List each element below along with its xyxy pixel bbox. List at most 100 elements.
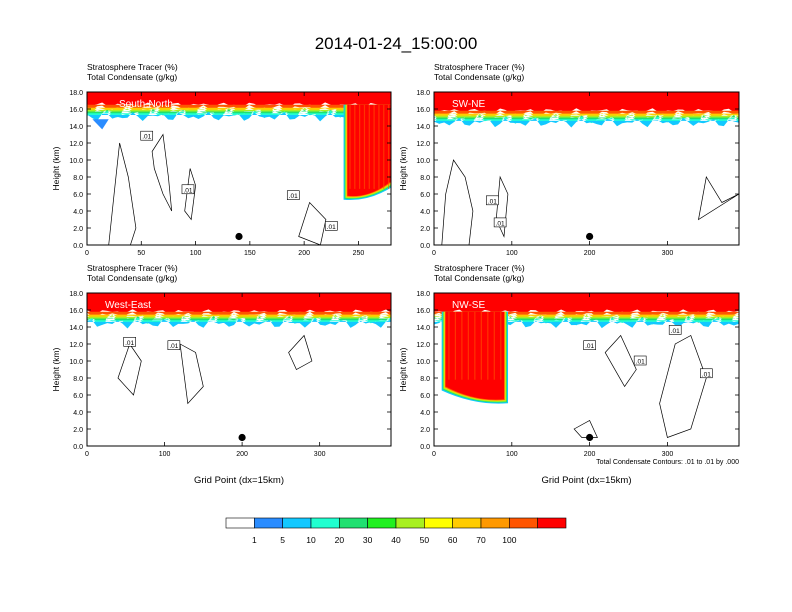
x-tick-label: 150 bbox=[244, 250, 256, 257]
x-axis-label: Grid Point (dx=15km) bbox=[541, 475, 631, 486]
contour-label: .01 bbox=[671, 328, 680, 335]
contour-note: Total Condensate Contours: .01 to .01 by… bbox=[596, 459, 739, 466]
location-marker bbox=[235, 232, 243, 241]
colorbar-label: 5 bbox=[280, 535, 285, 545]
colorbar-label: 10 bbox=[306, 535, 316, 545]
plot-content: .01 .01 .01 .01 bbox=[87, 92, 391, 245]
location-marker bbox=[586, 232, 594, 241]
contour-line bbox=[151, 133, 173, 212]
y-tick-label: 0.0 bbox=[73, 444, 83, 451]
contour-line bbox=[573, 420, 598, 438]
x-tick-label: 50 bbox=[137, 250, 145, 257]
x-tick-label: 200 bbox=[298, 250, 310, 257]
contour-label: .01 bbox=[496, 220, 505, 227]
x-tick-label: 300 bbox=[662, 451, 674, 458]
colorbar-box bbox=[509, 517, 538, 529]
location-marker bbox=[238, 433, 246, 442]
y-axis-label: Height (km) bbox=[398, 146, 408, 190]
colorbar-box bbox=[537, 517, 567, 529]
tracer-band bbox=[87, 311, 391, 318]
y-tick-label: 16.0 bbox=[69, 107, 83, 114]
tracer-band bbox=[434, 110, 739, 117]
y-tick-label: 12.0 bbox=[69, 342, 83, 349]
x-tick-label: 0 bbox=[85, 250, 89, 257]
y-tick-label: 6.0 bbox=[420, 192, 430, 199]
panel-label: West-East bbox=[105, 300, 151, 311]
x-axis-label: Grid Point (dx=15km) bbox=[194, 475, 284, 486]
panel-label: SW-NE bbox=[452, 99, 485, 110]
panel-title-line2: Total Condensate (g/kg) bbox=[87, 273, 177, 283]
plot-frame bbox=[86, 91, 392, 246]
location-marker bbox=[586, 433, 594, 442]
colorbar-box bbox=[367, 517, 397, 529]
y-tick-label: 12.0 bbox=[416, 141, 430, 148]
y-tick-label: 16.0 bbox=[416, 107, 430, 114]
panel-sw-ne: .01 .01 SW-NE Stratosphere Tracer (%)Total … bbox=[398, 62, 740, 257]
contour-label: .01 bbox=[488, 198, 497, 205]
colorbar-box bbox=[282, 517, 312, 529]
y-axis-label: Height (km) bbox=[51, 347, 61, 391]
panel-title-line2: Total Condensate (g/kg) bbox=[87, 72, 177, 82]
panel-title-line2: Total Condensate (g/kg) bbox=[434, 72, 524, 82]
colorbar-label: 100 bbox=[502, 535, 516, 545]
panel-south-north: .01 .01 .01 .01 South-North Stratosphere Trac… bbox=[51, 62, 392, 257]
plot-frame bbox=[433, 292, 740, 447]
x-tick-label: 100 bbox=[159, 451, 171, 458]
contour-label-box bbox=[123, 336, 136, 347]
y-axis-label: Height (km) bbox=[51, 146, 61, 190]
colorbar-box bbox=[424, 517, 453, 529]
y-tick-label: 10.0 bbox=[69, 359, 83, 366]
y-tick-label: 0.0 bbox=[73, 243, 83, 250]
contour-line bbox=[108, 142, 137, 245]
contour-label: .01 bbox=[702, 371, 711, 378]
colorbar-label: 1 bbox=[252, 535, 257, 545]
panel-label: South-North bbox=[119, 99, 173, 110]
y-tick-label: 2.0 bbox=[73, 427, 83, 434]
tracer-band bbox=[87, 92, 391, 108]
y-tick-label: 8.0 bbox=[420, 376, 430, 383]
contour-label-box bbox=[181, 184, 195, 195]
tracer-band bbox=[434, 113, 739, 122]
plot-frame bbox=[433, 91, 740, 246]
colorbar-label: 30 bbox=[363, 535, 373, 545]
plot-frame bbox=[86, 292, 392, 447]
tracer-band bbox=[434, 293, 739, 315]
contour-label-box bbox=[633, 355, 647, 366]
y-tick-label: 4.0 bbox=[420, 410, 430, 417]
tracer-band bbox=[434, 318, 739, 329]
contour-label-box bbox=[668, 325, 682, 335]
tracer-band bbox=[434, 117, 739, 128]
x-tick-label: 200 bbox=[236, 451, 248, 458]
colorbar-box bbox=[339, 517, 368, 529]
contour-line bbox=[495, 175, 509, 238]
y-tick-label: 14.0 bbox=[69, 124, 83, 131]
y-tick-label: 8.0 bbox=[73, 175, 83, 182]
tracer-band bbox=[434, 315, 739, 322]
colorbar-label: 50 bbox=[420, 535, 430, 545]
contour-label: .01 bbox=[125, 340, 134, 347]
contour-line bbox=[698, 176, 739, 221]
tracer-band bbox=[434, 115, 739, 123]
panel-label: NW-SE bbox=[452, 300, 485, 311]
tracer-band bbox=[87, 318, 391, 329]
tracer-band bbox=[87, 293, 391, 315]
x-tick-label: 100 bbox=[190, 250, 202, 257]
y-tick-label: 14.0 bbox=[416, 124, 430, 131]
contour-line bbox=[288, 334, 313, 370]
y-tick-label: 6.0 bbox=[73, 393, 83, 400]
y-tick-label: 4.0 bbox=[73, 410, 83, 417]
y-tick-label: 18.0 bbox=[69, 90, 83, 97]
x-tick-label: 200 bbox=[584, 451, 596, 458]
y-tick-label: 10.0 bbox=[416, 158, 430, 165]
tracer-band bbox=[434, 116, 739, 126]
y-tick-label: 18.0 bbox=[416, 90, 430, 97]
y-tick-label: 4.0 bbox=[420, 209, 430, 216]
colorbar-label: 20 bbox=[335, 535, 345, 545]
colorbar-box bbox=[225, 517, 255, 529]
panel-west-east: .01 .01 West-East Stratosphere Tracer (%)To… bbox=[51, 263, 392, 486]
y-tick-label: 0.0 bbox=[420, 444, 430, 451]
contour-line bbox=[298, 201, 327, 245]
panel-title-line1: Stratosphere Tracer (%) bbox=[87, 263, 178, 273]
contour-label: .01 bbox=[289, 193, 298, 200]
panel-nw-se: .01 .01 .01 .01 NW-SE Stratosphere Tracer (%)… bbox=[398, 263, 740, 486]
